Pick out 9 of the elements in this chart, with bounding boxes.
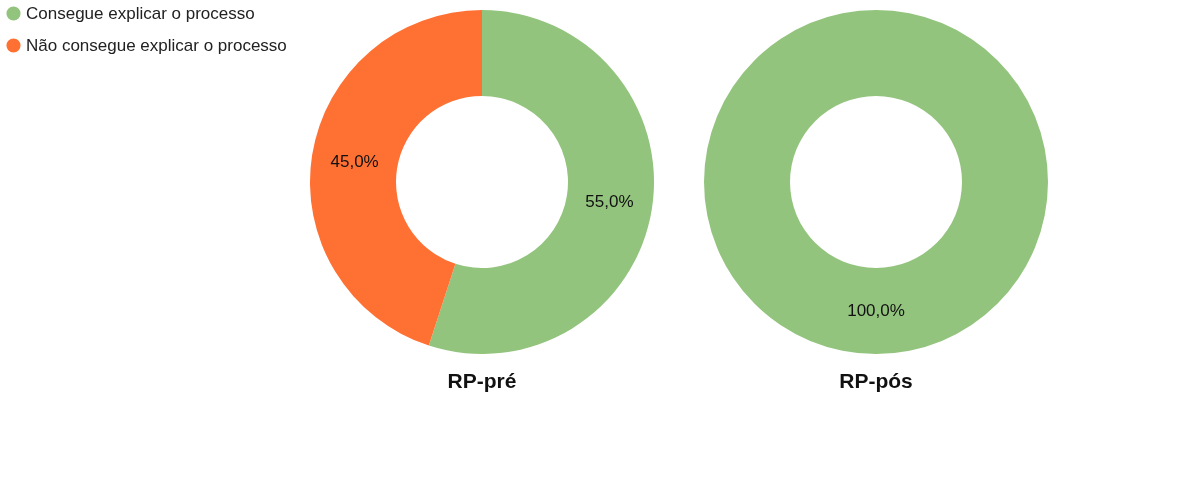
text: RP-pós (839, 369, 913, 392)
legend-label: Não consegue explicar o processo (26, 35, 287, 55)
data-label: 45,0% (330, 151, 379, 171)
donut-slice (428, 10, 654, 354)
legend-label: Consegue explicar o processo (26, 3, 255, 23)
data-label: 55,0% (585, 192, 634, 212)
text: RP-pré (447, 369, 517, 392)
donut-slice (310, 10, 482, 346)
data-label: 100,0% (847, 301, 905, 320)
